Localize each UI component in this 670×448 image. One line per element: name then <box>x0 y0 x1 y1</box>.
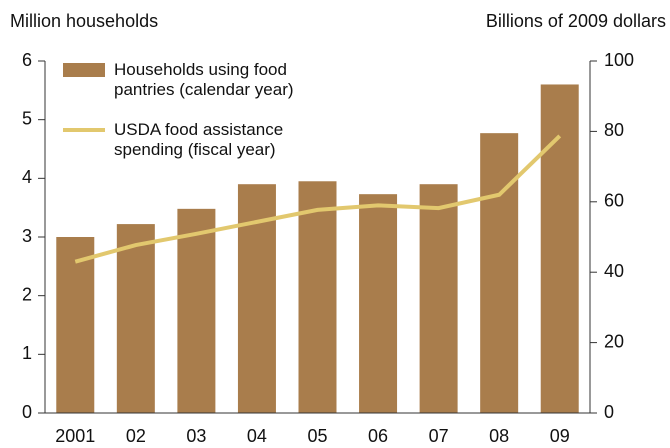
legend-swatch <box>63 63 105 77</box>
legend-label: Households using food pantries (calendar… <box>114 60 294 99</box>
bar <box>359 194 398 413</box>
bar <box>419 184 458 413</box>
y-axis-label: Million households <box>10 11 158 31</box>
bar <box>298 181 337 413</box>
y-tick-label: 1 <box>22 343 32 363</box>
y-tick-label: 5 <box>22 108 32 128</box>
bar <box>56 237 95 413</box>
y2-tick-label: 0 <box>604 402 614 422</box>
x-tick-label: 02 <box>126 426 146 446</box>
y2-tick-label: 100 <box>604 50 634 70</box>
bar <box>177 208 216 413</box>
bar <box>116 224 155 413</box>
y2-tick-label: 60 <box>604 191 624 211</box>
bar <box>540 84 579 413</box>
x-tick-label: 06 <box>368 426 388 446</box>
y2-axis-label: Billions of 2009 dollars <box>486 11 666 31</box>
x-tick-label: 04 <box>247 426 267 446</box>
y-tick-label: 2 <box>22 284 32 304</box>
y2-tick-label: 40 <box>604 261 624 281</box>
line <box>74 134 562 264</box>
legend-label: USDA food assistance spending (fiscal ye… <box>114 120 284 159</box>
y-tick-label: 3 <box>22 226 32 246</box>
x-tick-label: 03 <box>186 426 206 446</box>
x-tick-label: 05 <box>307 426 327 446</box>
x-tick-label: 08 <box>489 426 509 446</box>
bar <box>480 133 519 413</box>
y2-tick-label: 80 <box>604 120 624 140</box>
x-tick-label: 2001 <box>55 426 95 446</box>
x-tick-label: 07 <box>429 426 449 446</box>
y-tick-label: 0 <box>22 402 32 422</box>
y2-tick-label: 20 <box>604 331 624 351</box>
x-tick-label: 09 <box>550 426 570 446</box>
y-tick-label: 4 <box>22 167 32 187</box>
y-tick-label: 6 <box>22 50 32 70</box>
